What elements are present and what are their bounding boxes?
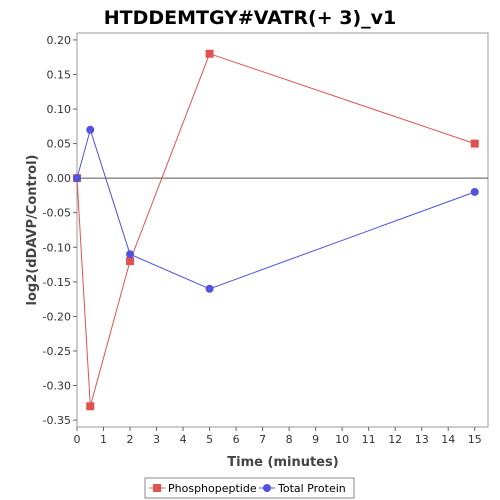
y-axis: -0.35 -0.30 -0.25 -0.20 -0.15 -0.10 -0.05 0.00 0… xyxy=(43,34,77,427)
data-point xyxy=(86,402,95,411)
x-tick-label: 5 xyxy=(206,433,213,446)
y-tick-label: -0.15 xyxy=(43,276,71,289)
x-tick-label: 3 xyxy=(153,433,160,446)
data-point xyxy=(470,139,479,148)
data-point xyxy=(126,257,135,266)
y-tick-label: -0.35 xyxy=(43,414,71,427)
y-axis-label: log2(dDAVP/Control) xyxy=(25,155,40,306)
data-point xyxy=(86,125,95,134)
y-tick-label: 0.05 xyxy=(47,138,72,151)
legend-label: Total Protein xyxy=(277,482,346,495)
x-tick-label: 8 xyxy=(286,433,293,446)
x-tick-label: 13 xyxy=(415,433,429,446)
y-tick-label: 0.20 xyxy=(47,34,72,47)
x-tick-label: 10 xyxy=(335,433,349,446)
x-tick-label: 1 xyxy=(100,433,107,446)
x-tick-label: 6 xyxy=(233,433,240,446)
x-axis-label: Time (minutes) xyxy=(227,455,338,470)
x-tick-label: 4 xyxy=(180,433,187,446)
legend-marker xyxy=(153,484,161,492)
plot-area xyxy=(76,32,489,428)
x-tick-label: 2 xyxy=(127,433,134,446)
data-point xyxy=(205,284,214,293)
x-tick-label: 12 xyxy=(388,433,402,446)
series-layer xyxy=(73,49,479,411)
y-tick-label: -0.10 xyxy=(43,241,71,254)
chart-title: HTDDEMTGY#VATR(+ 3)_v1 xyxy=(104,7,397,29)
legend-box xyxy=(144,477,355,499)
y-tick-label: 0.15 xyxy=(47,68,72,81)
data-point xyxy=(126,250,135,259)
x-tick-label: 0 xyxy=(74,433,81,446)
x-axis: 0 1 2 3 4 5 6 7 8 9 10 11 12 13 14 15 xyxy=(74,427,482,446)
y-tick-label: 0.10 xyxy=(47,103,72,116)
legend: Phosphopeptide Total Protein xyxy=(144,477,355,499)
data-point xyxy=(73,174,81,183)
x-tick-label: 9 xyxy=(312,433,319,446)
x-tick-label: 11 xyxy=(362,433,376,446)
legend-marker xyxy=(263,484,271,492)
x-tick-label: 14 xyxy=(441,433,455,446)
data-point xyxy=(470,187,479,196)
legend-label: Phosphopeptide xyxy=(168,482,257,495)
y-tick-label: -0.30 xyxy=(43,380,71,393)
y-tick-label: -0.20 xyxy=(43,310,71,323)
y-tick-label: 0.00 xyxy=(47,172,72,185)
data-point xyxy=(205,49,214,58)
x-tick-label: 15 xyxy=(468,433,482,446)
y-tick-label: -0.25 xyxy=(43,345,71,358)
y-tick-label: -0.05 xyxy=(43,207,71,220)
x-tick-label: 7 xyxy=(259,433,266,446)
